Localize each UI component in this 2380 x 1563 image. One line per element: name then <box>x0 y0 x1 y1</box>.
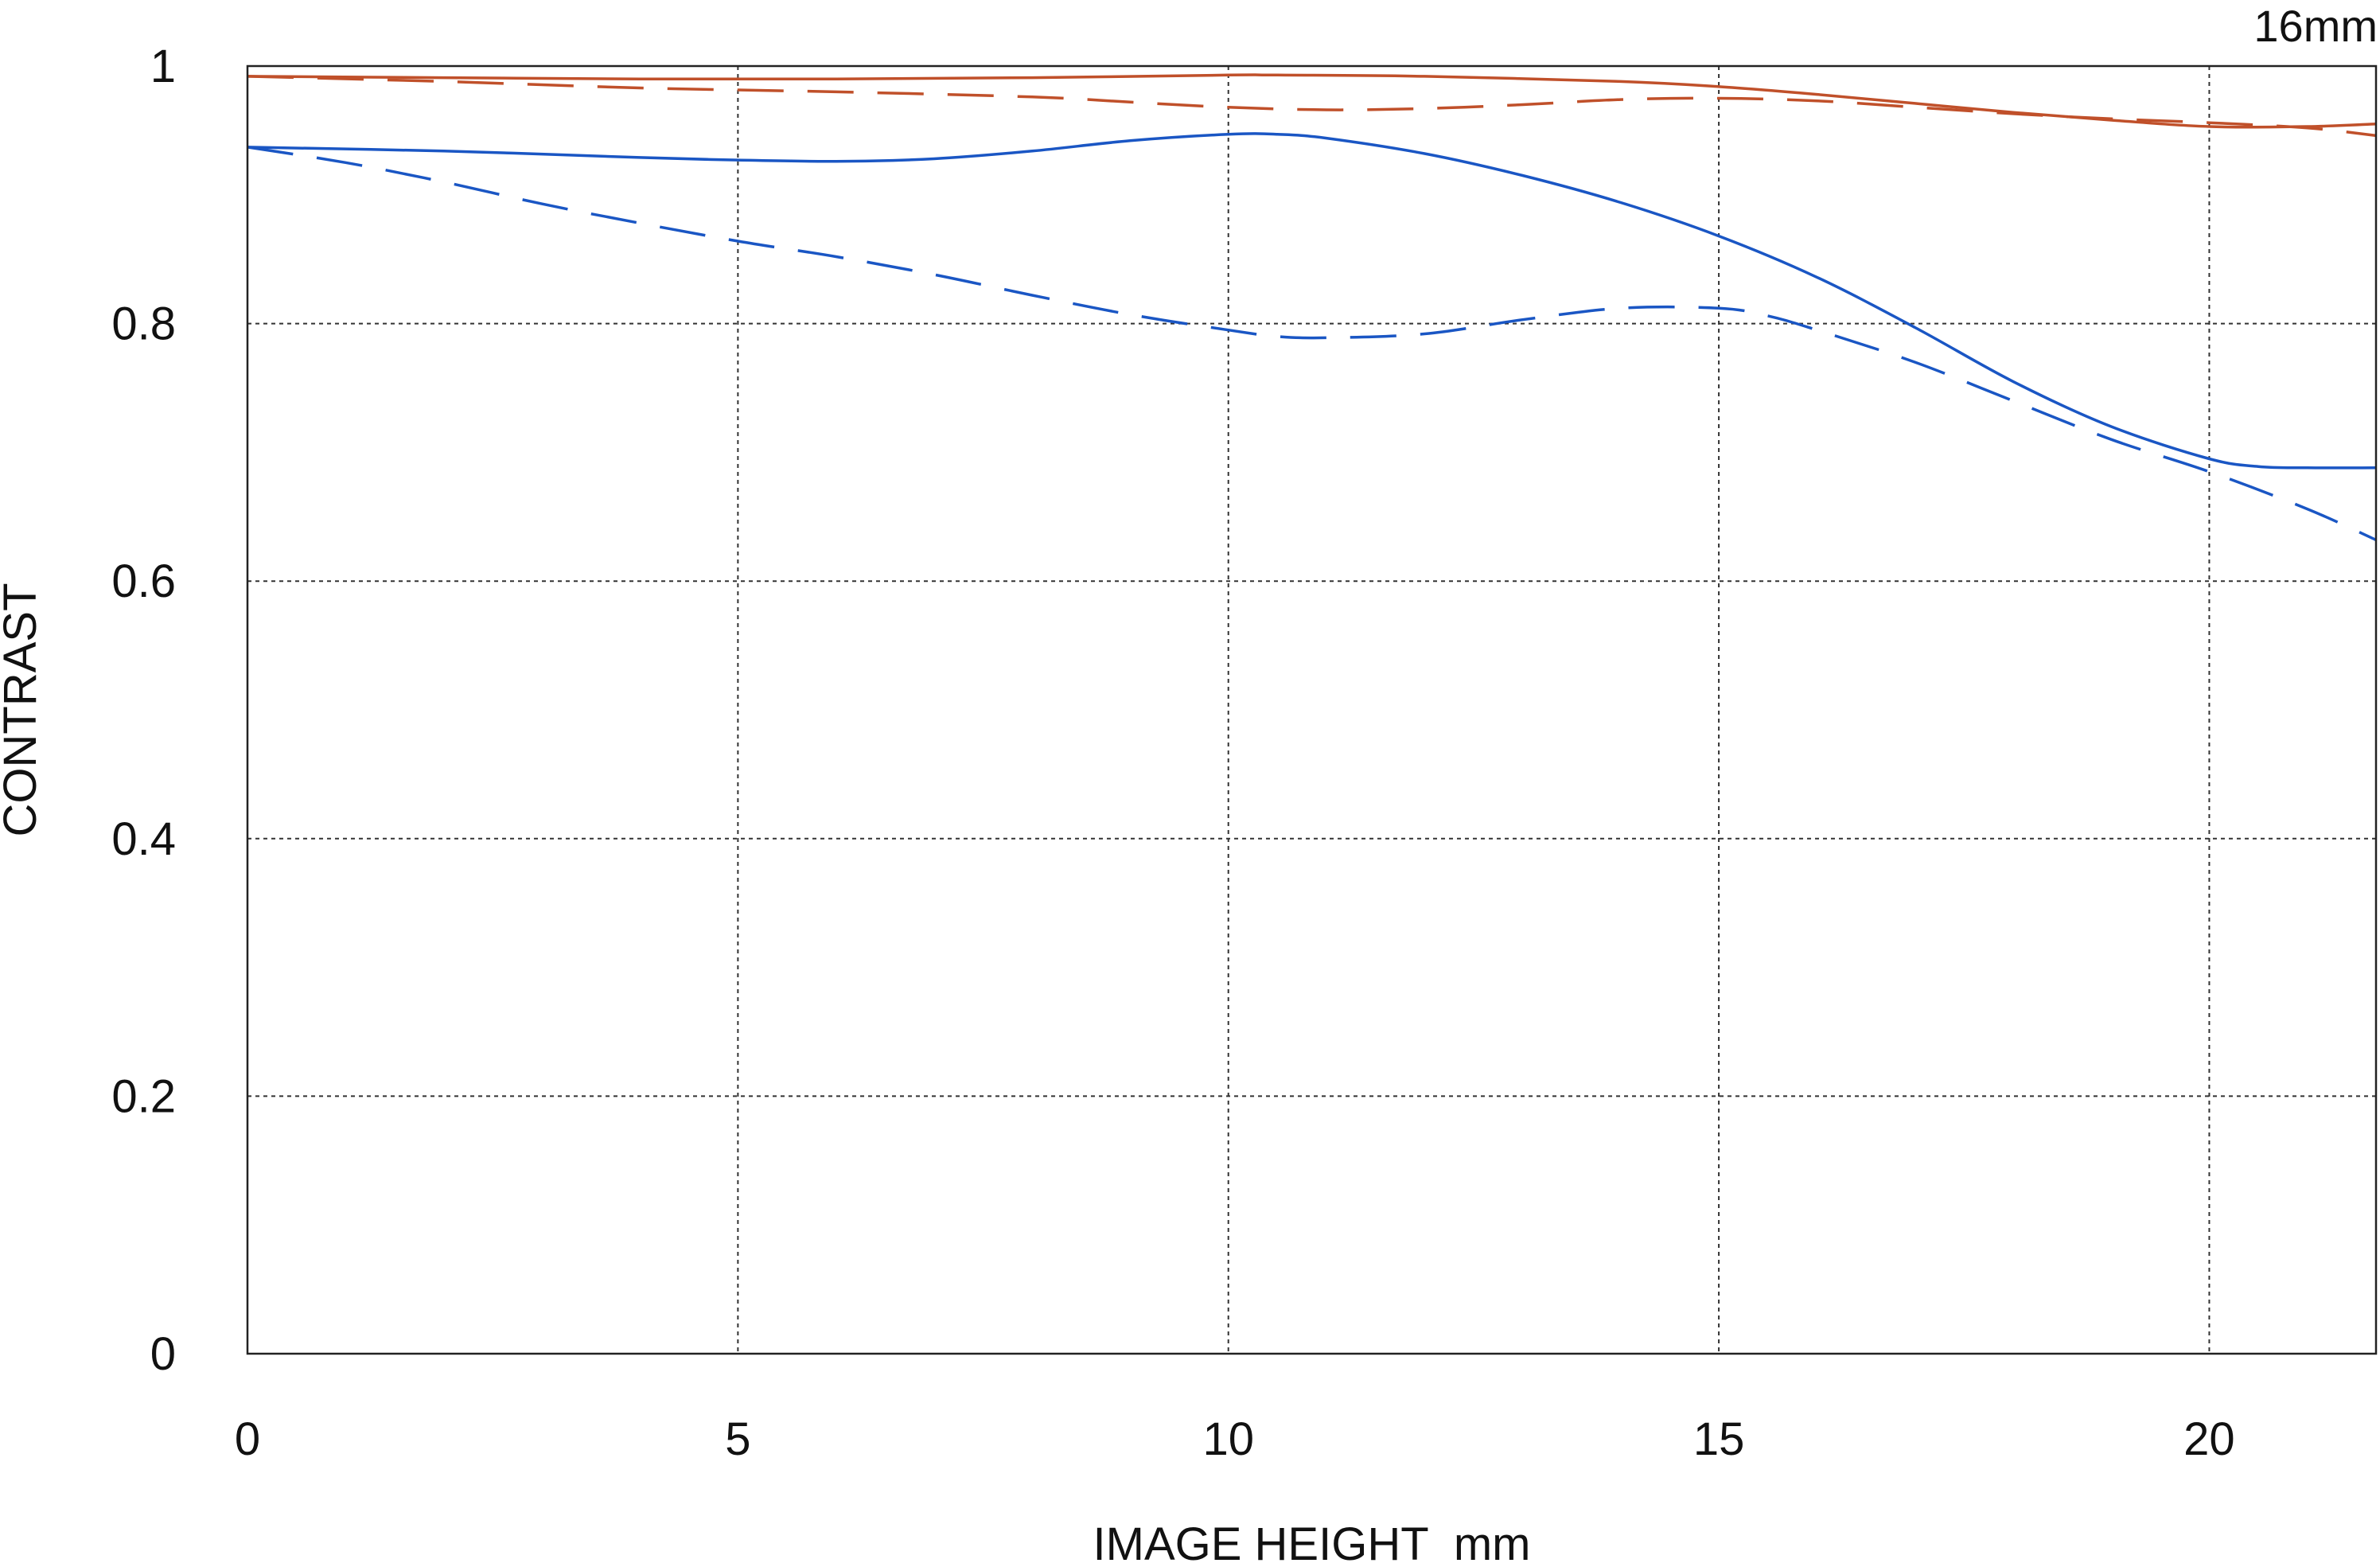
y-tick-label-0.8: 0.8 <box>111 298 176 350</box>
x-tick-label-20: 20 <box>2183 1413 2235 1465</box>
y-tick-label-0.2: 0.2 <box>111 1070 176 1122</box>
x-tick-label-15: 15 <box>1693 1413 1745 1465</box>
grid-lines <box>247 66 2376 1354</box>
focal-length-label: 16mm <box>2253 1 2378 51</box>
x-tick-label-10: 10 <box>1202 1413 1254 1465</box>
y-tick-label-0.6: 0.6 <box>111 555 176 607</box>
series-line-2 <box>247 75 2377 138</box>
series-line-1 <box>247 73 2377 129</box>
y-tick-label-0.4: 0.4 <box>111 813 176 865</box>
series-line-3 <box>247 132 2377 470</box>
y-axis-title: CONTRAST <box>0 583 46 837</box>
series-lines <box>247 73 2377 541</box>
x-tick-label-5: 5 <box>725 1413 750 1465</box>
x-tick-label-0: 0 <box>235 1413 260 1465</box>
y-tick-label-0: 0 <box>150 1328 176 1380</box>
tick-labels: 0 5 10 15 20 0 0.2 0.4 0.6 0.8 1 <box>111 41 2234 1465</box>
x-axis-title: IMAGE HEIGHT mm <box>1093 1518 1531 1563</box>
series-line-4 <box>247 146 2377 541</box>
y-tick-label-1: 1 <box>150 41 176 92</box>
plot-area-frame <box>246 64 2378 1355</box>
